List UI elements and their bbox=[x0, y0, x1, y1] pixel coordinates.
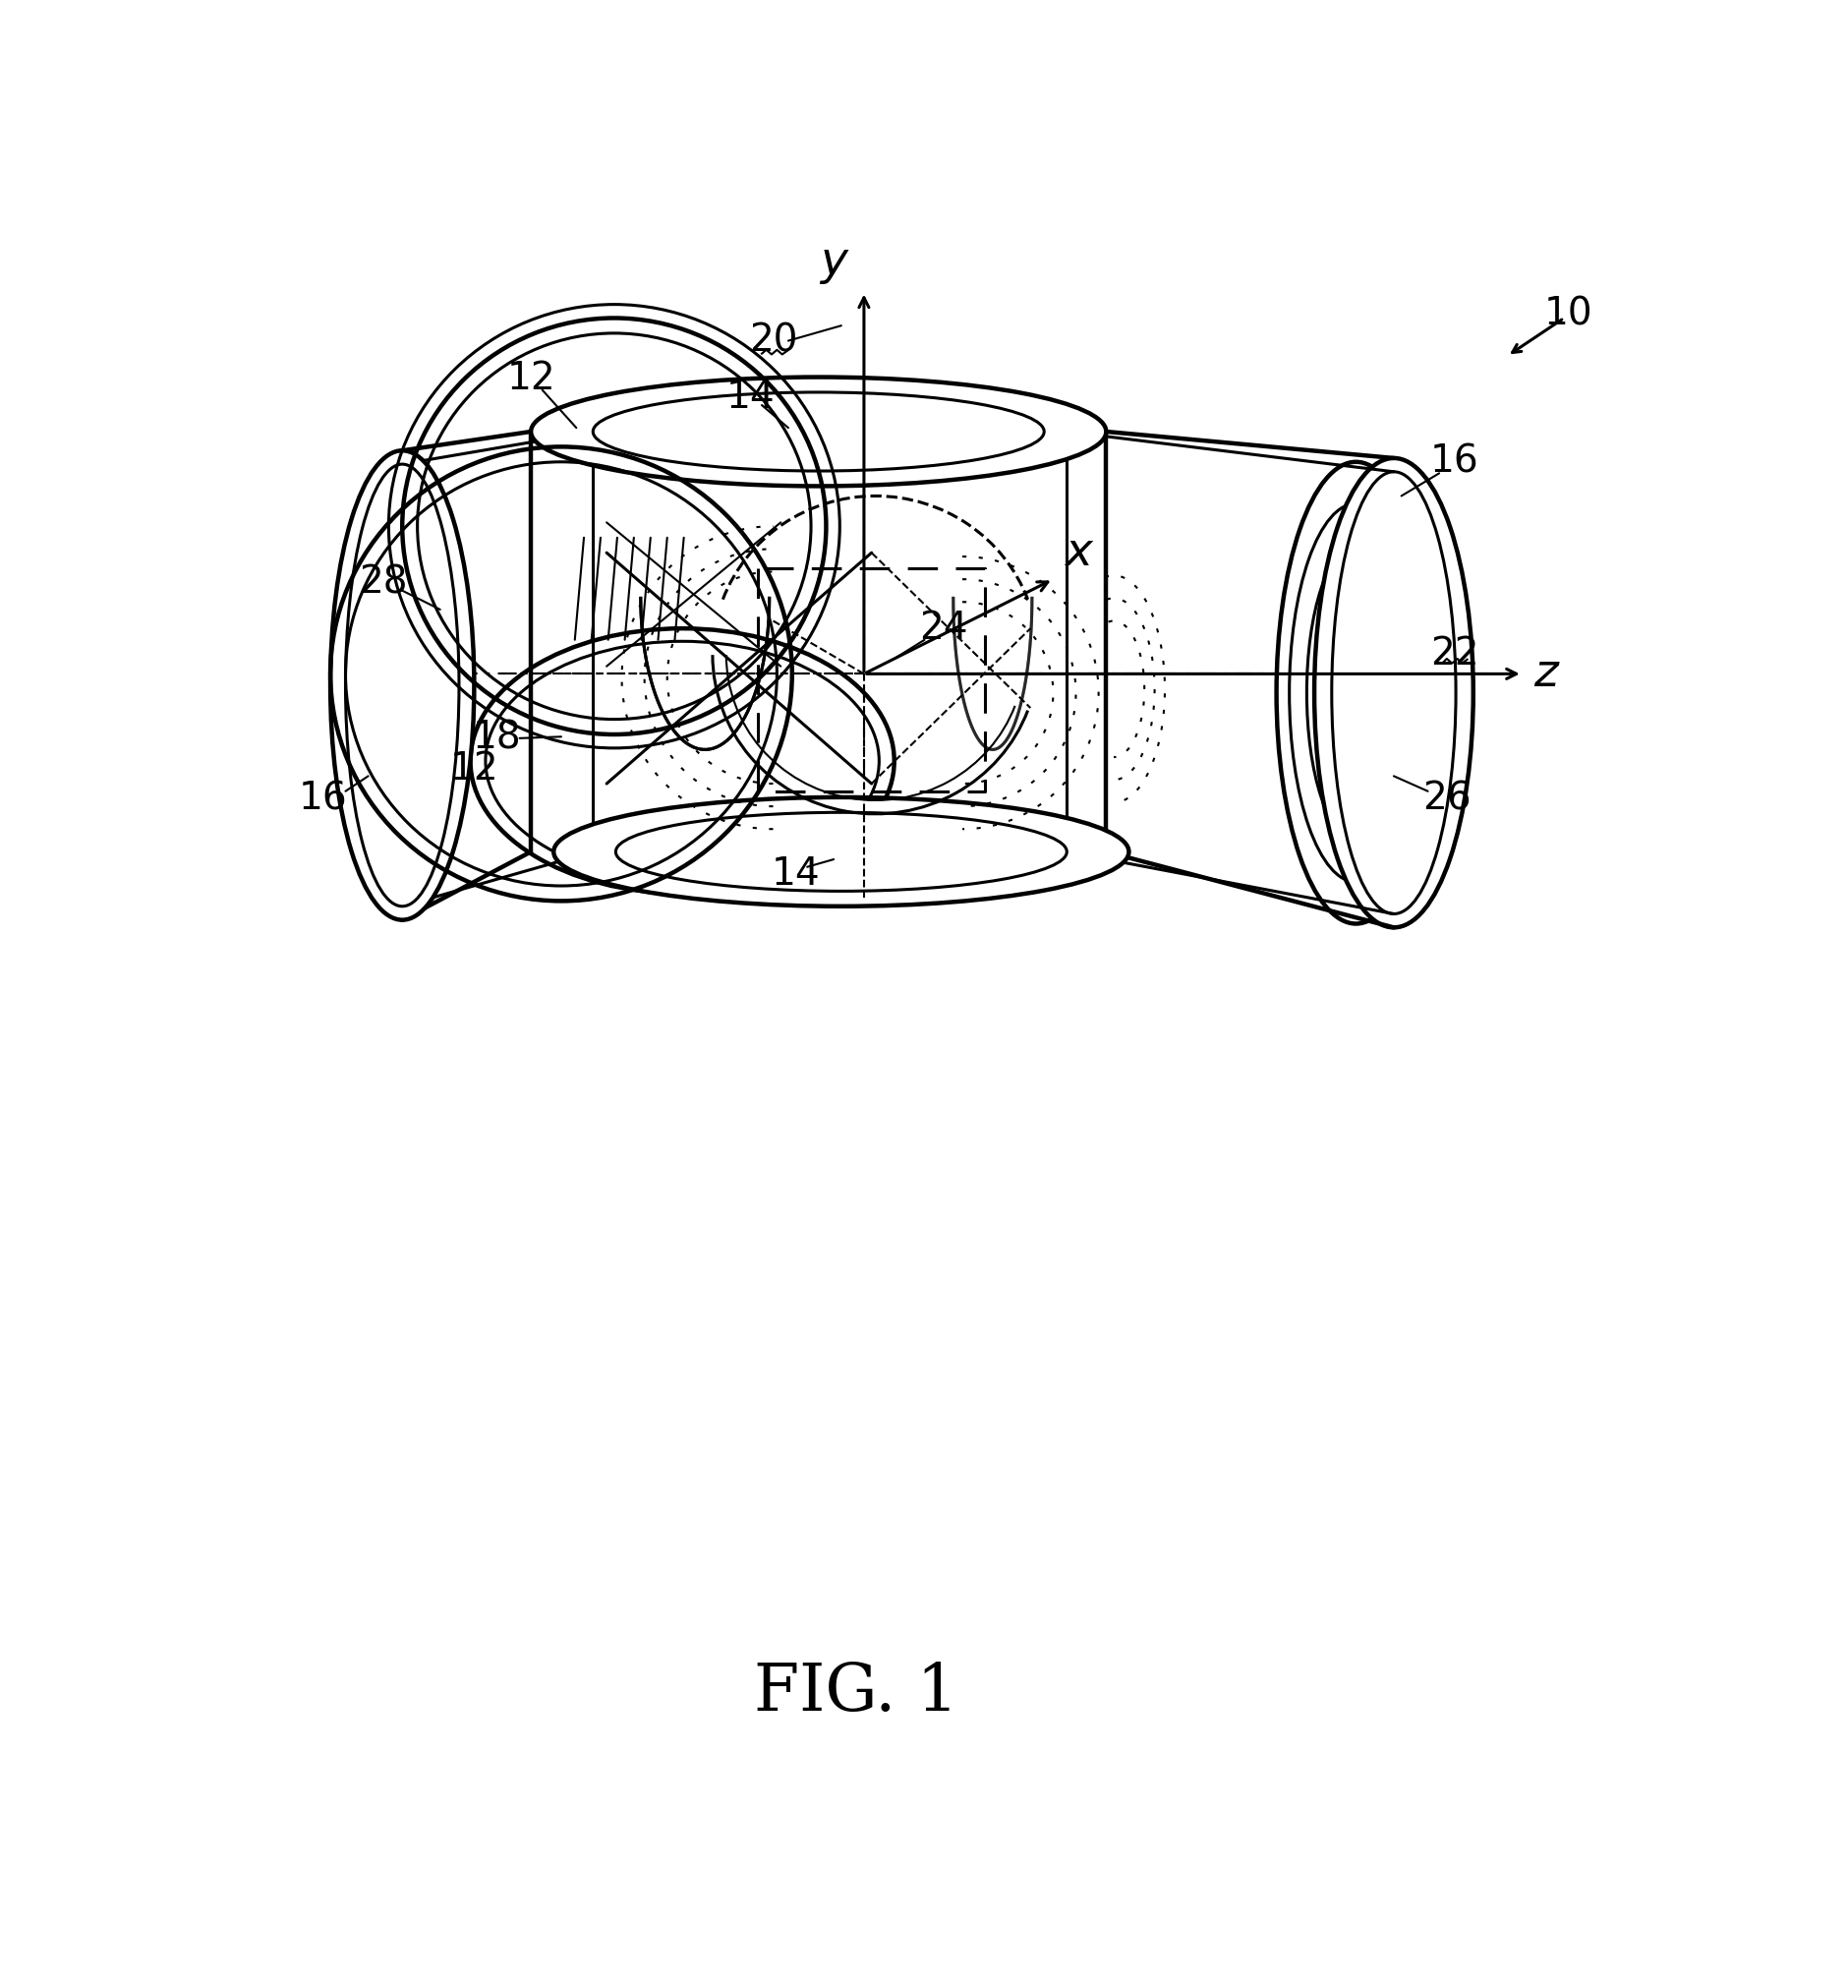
Text: 20: 20 bbox=[748, 322, 796, 360]
Ellipse shape bbox=[553, 797, 1129, 907]
Text: y: y bbox=[819, 241, 846, 284]
Text: 18: 18 bbox=[473, 720, 521, 757]
Text: 26: 26 bbox=[1421, 779, 1471, 817]
Text: 22: 22 bbox=[1429, 634, 1478, 672]
Text: 24: 24 bbox=[918, 610, 967, 648]
Text: 16: 16 bbox=[298, 779, 347, 817]
Text: 10: 10 bbox=[1543, 296, 1591, 332]
Text: 14: 14 bbox=[771, 855, 821, 893]
Ellipse shape bbox=[1275, 461, 1434, 924]
Text: FIG. 1: FIG. 1 bbox=[754, 1660, 957, 1724]
Ellipse shape bbox=[331, 451, 473, 920]
Text: x: x bbox=[1064, 531, 1092, 575]
Text: 14: 14 bbox=[726, 380, 774, 415]
Text: z: z bbox=[1534, 652, 1558, 696]
Text: 16: 16 bbox=[1429, 443, 1478, 481]
Ellipse shape bbox=[346, 463, 458, 907]
Ellipse shape bbox=[1331, 471, 1454, 914]
Ellipse shape bbox=[1307, 545, 1404, 841]
Text: 12: 12 bbox=[449, 749, 499, 787]
Text: 28: 28 bbox=[359, 565, 407, 602]
Ellipse shape bbox=[530, 378, 1105, 487]
Text: 12: 12 bbox=[506, 360, 554, 398]
Ellipse shape bbox=[1314, 457, 1473, 928]
Ellipse shape bbox=[615, 813, 1066, 891]
Ellipse shape bbox=[593, 392, 1044, 471]
